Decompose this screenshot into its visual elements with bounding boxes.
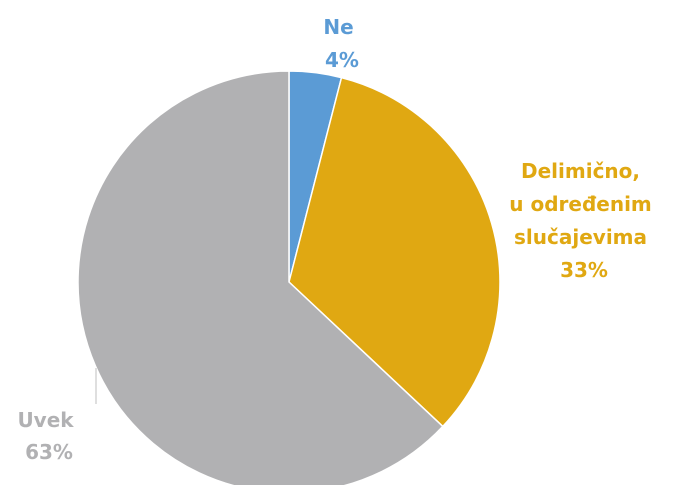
pie-labels: Ne 4% Delimično, u određenim slučajevima… [17, 15, 658, 464]
slice-label-delimicno-line-1: Delimično, [521, 159, 640, 183]
slice-label-delimicno-line-3: slučajevima [514, 225, 647, 249]
slice-value-ne: 4% [325, 48, 359, 72]
slice-value-uvek: 63% [25, 440, 73, 464]
slice-label-delimicno: Delimično, u određenim slučajevima 33% [509, 159, 658, 282]
pie-slices [77, 70, 501, 485]
slice-label-ne: Ne 4% [323, 15, 360, 72]
slice-uvek [77, 70, 444, 485]
slice-label-uvek: Uvek 63% [17, 408, 80, 464]
slice-label-uvek-line-1: Uvek [17, 408, 74, 432]
slice-delimicno [288, 76, 501, 428]
slice-label-ne-line-1: Ne [323, 15, 353, 39]
slice-value-delimicno: 33% [560, 258, 608, 282]
slice-label-delimicno-line-2: u određenim [509, 192, 652, 216]
